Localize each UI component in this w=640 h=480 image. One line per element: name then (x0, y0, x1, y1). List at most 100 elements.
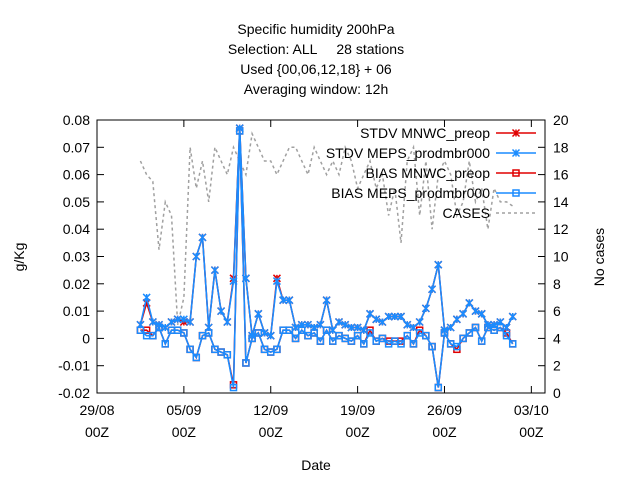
chart-title: Specific humidity 200hPa (237, 21, 394, 37)
point-marker (303, 320, 313, 329)
point-marker (167, 317, 176, 327)
point-marker (204, 323, 213, 332)
y-tick-label: 0 (82, 330, 90, 346)
point-marker (353, 323, 362, 332)
y2-tick-label: 10 (553, 249, 569, 265)
x-axis-label: Date (301, 457, 331, 473)
point-marker (347, 323, 356, 332)
point-marker (186, 345, 194, 354)
legend-marker (511, 128, 521, 138)
point-marker (210, 266, 219, 275)
point-marker (329, 337, 337, 345)
x-tick-label: 26/09 00Z (427, 402, 462, 440)
y-tick-label: -0.02 (58, 385, 90, 401)
chart-title: Averaging window: 12h (244, 81, 389, 97)
point-marker (459, 334, 467, 343)
point-marker (223, 351, 232, 359)
point-marker (242, 359, 250, 367)
point-marker (390, 312, 399, 321)
point-marker (378, 334, 387, 343)
y2-tick-label: 20 (553, 112, 569, 128)
legend-label: CASES (443, 205, 490, 221)
point-marker (465, 298, 474, 307)
chart-title: Used {00,06,12,18} + 06 (240, 61, 392, 77)
y-axis-label: g/Kg (11, 243, 27, 272)
x-tick-label: 05/09 00Z (166, 402, 201, 440)
y2-tick-label: 6 (553, 303, 561, 319)
point-marker (136, 320, 145, 329)
point-marker (502, 331, 511, 340)
point-marker (229, 383, 238, 392)
y2-tick-label: 2 (553, 358, 561, 374)
point-marker (291, 323, 300, 332)
y-tick-label: 0.01 (63, 303, 90, 319)
legend-label: BIAS MNWC_preop (366, 165, 491, 181)
point-marker (217, 307, 226, 316)
x-tick-label: 29/08 00Z (79, 402, 114, 440)
point-marker (260, 328, 269, 337)
series-line (139, 131, 514, 325)
point-marker (502, 323, 511, 332)
point-marker (397, 312, 406, 321)
y2-tick-label: 18 (553, 139, 569, 155)
point-marker (508, 312, 517, 321)
point-marker (403, 320, 412, 329)
y2-axis-label: No cases (591, 228, 607, 286)
y2-tick-label: 16 (553, 167, 569, 183)
point-marker (477, 309, 486, 318)
point-marker (446, 323, 455, 332)
point-marker (490, 320, 499, 329)
y2-tick-label: 12 (553, 221, 569, 237)
point-marker (384, 312, 393, 321)
point-marker (328, 326, 337, 335)
point-marker (192, 353, 201, 362)
point-marker (279, 296, 288, 305)
legend-marker (512, 169, 520, 177)
point-marker (397, 340, 405, 348)
y2-tick-label: 8 (553, 276, 561, 292)
x-tick-label: 03/10 00Z (514, 402, 549, 440)
point-marker (149, 331, 157, 340)
legend-label: STDV MEPS_prodmbr000 (326, 145, 490, 161)
point-marker (477, 337, 486, 345)
y-tick-label: 0.06 (63, 167, 90, 183)
point-marker (372, 315, 381, 324)
y-tick-label: 0.07 (63, 139, 90, 155)
point-marker (459, 309, 468, 318)
point-marker (428, 285, 437, 294)
point-marker (192, 252, 201, 261)
point-marker (409, 340, 418, 348)
point-marker (254, 309, 263, 318)
point-marker (161, 340, 170, 348)
point-marker (180, 329, 188, 337)
y-tick-label: 0.02 (63, 276, 90, 292)
point-marker (453, 342, 461, 351)
point-marker (403, 331, 411, 340)
legend-marker (512, 189, 520, 197)
point-marker (440, 326, 449, 335)
point-marker (421, 304, 430, 313)
point-marker (148, 317, 157, 327)
point-marker (322, 326, 331, 334)
x-tick-label: 12/09 00Z (253, 402, 288, 440)
point-marker (316, 337, 325, 345)
y-tick-label: 0.08 (63, 112, 90, 128)
point-marker (428, 342, 436, 351)
point-marker (266, 331, 275, 340)
point-marker (248, 331, 257, 340)
point-marker (359, 326, 368, 335)
point-marker (483, 320, 492, 329)
point-marker (471, 323, 480, 332)
series-line (139, 130, 514, 388)
point-marker (353, 331, 362, 340)
point-marker (471, 307, 480, 316)
y2-tick-label: 0 (553, 385, 561, 401)
legend-label: STDV MNWC_preop (360, 125, 490, 141)
point-marker (434, 383, 443, 392)
point-marker (360, 340, 368, 348)
point-marker (186, 317, 195, 327)
chart-title: Selection: ALL 28 stations (228, 41, 404, 57)
point-marker (179, 315, 188, 324)
